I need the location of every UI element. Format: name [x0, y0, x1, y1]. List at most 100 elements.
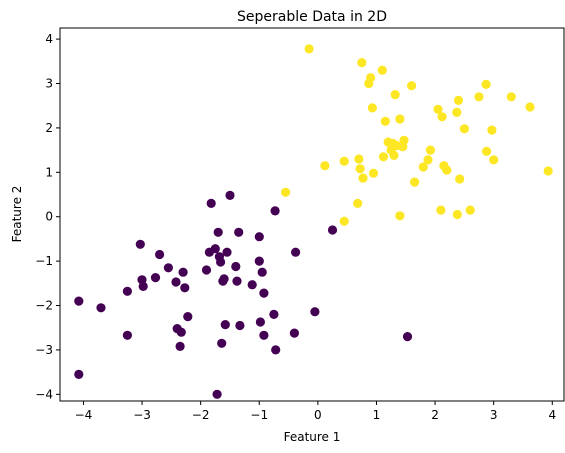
data-point	[234, 227, 244, 237]
x-tick-label: 1	[373, 408, 381, 422]
x-tick-label: 4	[548, 408, 556, 422]
x-tick-label: −3	[133, 408, 151, 422]
data-point	[418, 162, 428, 172]
data-point	[433, 104, 443, 114]
data-point	[368, 168, 379, 178]
data-point	[423, 155, 433, 165]
x-tick-label: −4	[75, 408, 93, 422]
data-point	[395, 211, 405, 221]
data-point	[354, 154, 364, 164]
data-point	[135, 239, 145, 249]
data-point	[216, 257, 226, 267]
data-point	[259, 330, 269, 340]
data-point	[489, 155, 499, 165]
data-point	[289, 328, 299, 338]
data-point	[380, 116, 390, 126]
data-point	[465, 205, 475, 215]
data-point	[222, 247, 232, 257]
data-point	[453, 95, 464, 105]
data-point	[543, 166, 553, 176]
data-point	[482, 146, 492, 156]
data-point	[367, 103, 377, 113]
data-point	[355, 164, 365, 174]
x-axis: −4 −3 −2 −1 0 1 2 3 4	[75, 401, 556, 422]
plot-area	[74, 44, 553, 399]
data-point	[213, 227, 223, 237]
data-point	[399, 135, 409, 145]
data-point	[255, 317, 265, 327]
data-point	[257, 267, 267, 277]
data-point	[96, 303, 106, 313]
data-point	[74, 296, 84, 306]
data-point	[155, 249, 165, 260]
data-point	[122, 286, 132, 296]
data-point	[232, 276, 242, 286]
x-tick-label: 0	[314, 408, 322, 422]
y-tick-label: 2	[45, 121, 53, 135]
y-axis: −4 −3 −2 −1 0 1 2 3 4	[35, 32, 60, 401]
data-point	[291, 247, 301, 257]
data-point	[138, 281, 148, 291]
data-point	[271, 345, 281, 355]
data-point	[506, 92, 516, 102]
data-point	[176, 327, 186, 337]
data-point	[231, 261, 241, 272]
x-tick-label: −2	[192, 408, 210, 422]
data-point	[339, 156, 349, 166]
x-tick-label: 3	[490, 408, 498, 422]
data-point	[225, 190, 235, 200]
data-point	[201, 265, 212, 275]
y-tick-label: 0	[45, 210, 53, 224]
data-point	[254, 256, 264, 266]
data-point	[217, 338, 227, 348]
data-point	[327, 225, 338, 235]
data-point	[366, 73, 376, 83]
data-point	[281, 187, 291, 197]
data-point	[407, 81, 417, 91]
data-point	[150, 273, 161, 283]
data-point	[377, 65, 387, 75]
data-point	[235, 320, 245, 331]
data-point	[212, 389, 222, 399]
data-point	[389, 150, 399, 160]
x-tick-label: −1	[250, 408, 268, 422]
data-point	[219, 274, 229, 284]
data-point	[487, 125, 497, 135]
data-point	[459, 124, 469, 134]
data-point	[442, 165, 452, 175]
chart-title: Seperable Data in 2D	[237, 9, 387, 25]
data-point	[390, 90, 400, 100]
data-point	[259, 288, 269, 298]
data-point	[171, 277, 181, 287]
data-point	[163, 263, 173, 273]
data-point	[270, 206, 280, 216]
data-point	[206, 198, 216, 208]
data-point	[122, 330, 132, 340]
y-tick-label: −4	[35, 387, 53, 401]
data-point	[357, 58, 367, 68]
y-tick-label: 1	[45, 165, 53, 179]
data-point	[378, 152, 389, 162]
data-point	[455, 174, 465, 184]
x-axis-label: Feature 1	[284, 430, 341, 444]
data-point	[437, 112, 447, 122]
data-point	[183, 312, 193, 322]
data-point	[310, 307, 320, 317]
x-tick-label: 2	[431, 408, 439, 422]
data-point	[452, 209, 462, 220]
data-point	[436, 205, 446, 215]
data-point	[339, 216, 349, 226]
y-tick-label: −2	[35, 299, 53, 313]
data-point	[74, 369, 84, 379]
data-point	[410, 177, 420, 187]
y-tick-label: 3	[45, 77, 53, 91]
data-point	[320, 161, 330, 171]
data-point	[452, 107, 462, 117]
data-point	[358, 173, 368, 183]
data-point	[220, 320, 230, 330]
y-axis-label: Feature 2	[10, 186, 24, 243]
data-point	[525, 102, 535, 112]
data-point	[180, 283, 190, 293]
data-point	[353, 198, 363, 208]
y-tick-label: 4	[45, 32, 53, 46]
